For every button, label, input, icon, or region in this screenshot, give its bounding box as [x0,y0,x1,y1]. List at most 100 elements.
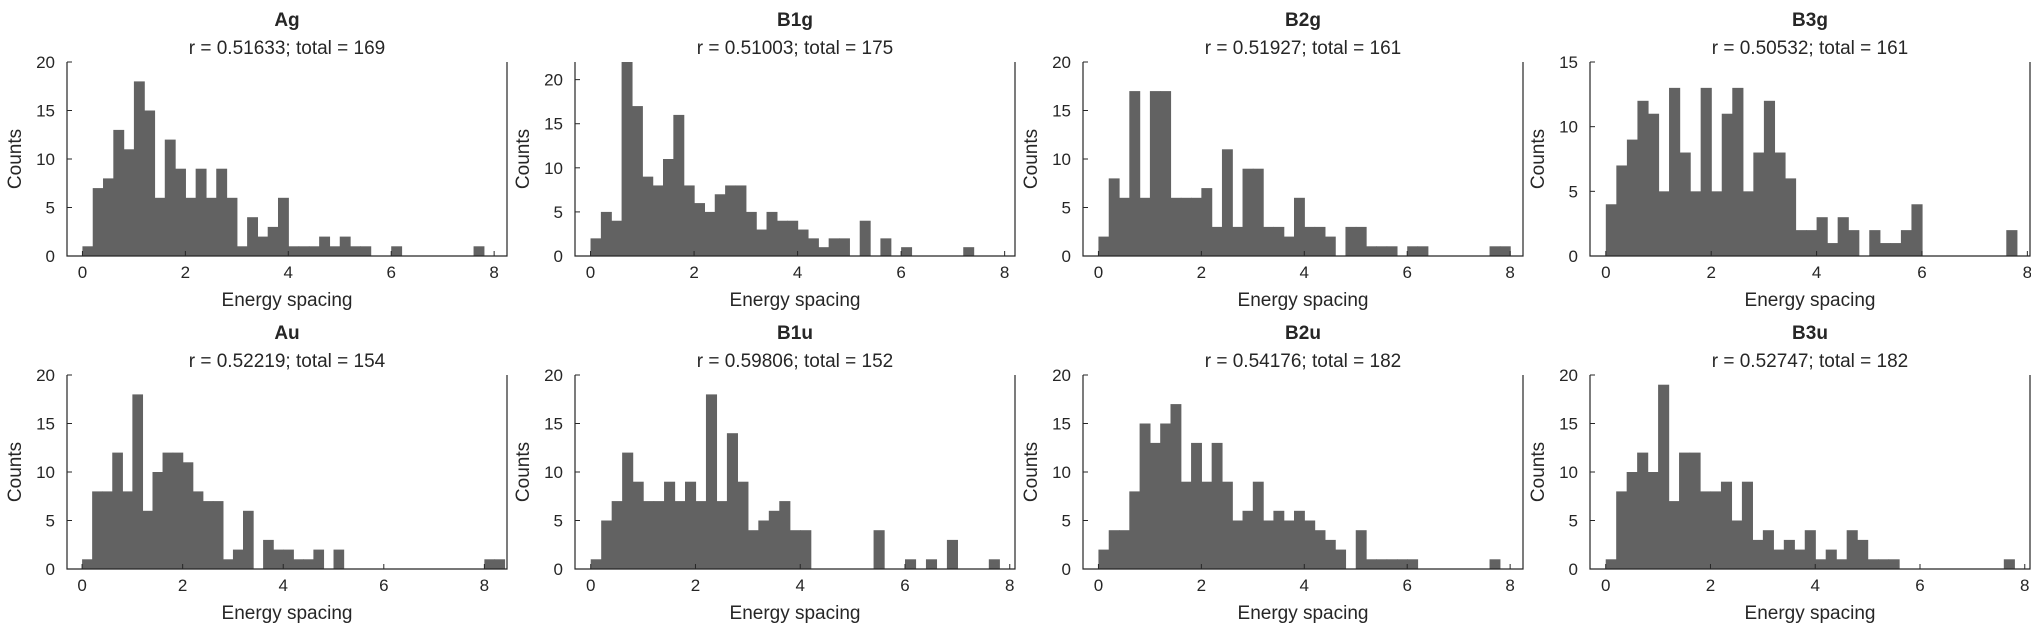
x-tick-label: 6 [900,576,909,595]
histogram-bar [685,481,697,569]
x-tick-label: 6 [1402,576,1411,595]
histogram-bar [779,501,791,569]
histogram-panel-b2g: 0 2 4 6 8 0 5 10 15 20 B2g r = 0.51927; total = 161… [1021,10,1524,311]
histogram-bar [1700,491,1712,569]
x-tick-label: 8 [1505,576,1514,595]
histogram-bar [164,139,176,256]
y-tick-label: 10 [36,150,55,169]
histogram-bar [621,62,633,256]
histogram-bar [1293,510,1305,569]
panel-title: Ag [274,10,299,31]
panel-title: B1g [777,10,813,31]
histogram-bar [1160,423,1172,569]
histogram-bar [1857,539,1869,569]
histogram-bar [243,510,254,569]
x-tick-label: 0 [1094,576,1103,595]
histogram-bar [1658,191,1670,256]
panel-subtitle: r = 0.54176; total = 182 [1205,351,1402,372]
histogram-bar [1273,510,1285,569]
histogram-bar [787,220,799,256]
histogram-bar [631,106,643,256]
histogram-bar [1689,452,1701,569]
y-axis-label: Counts [5,442,26,502]
histogram-bar [652,185,664,256]
histogram-bar [226,197,238,256]
histogram-bar [1605,204,1617,256]
x-tick-label: 2 [1706,576,1715,595]
histogram-bar [142,510,154,569]
histogram-bar [1366,559,1377,569]
histogram-bar [726,433,738,569]
histogram-bar [1314,226,1326,256]
histogram-bar [663,159,674,256]
histogram-bar [905,559,917,569]
histogram-bar [673,114,685,256]
y-tick-label: 5 [1569,182,1578,201]
y-tick-label: 5 [554,512,563,531]
histogram-bar [756,229,768,256]
x-tick-label: 8 [480,576,489,595]
histogram-bar [1211,226,1223,256]
histogram-bar [797,229,809,256]
y-axis-label: Counts [5,129,26,189]
panel-subtitle: r = 0.51003; total = 175 [697,38,894,59]
histogram-bar [1098,549,1110,569]
y-axis-label: Counts [1021,442,1042,502]
histogram-bar [653,501,665,569]
y-tick-label: 10 [1052,150,1071,169]
histogram-bar [695,501,707,569]
panel-title: B3u [1792,323,1828,344]
histogram-bar [1647,113,1660,256]
y-tick-label: 15 [1559,415,1578,434]
histogram-bar [1283,236,1295,256]
panel-subtitle: r = 0.51633; total = 169 [189,38,386,59]
histogram-bar [1170,404,1182,569]
histogram-bar [257,236,269,256]
histogram-bar [1129,491,1141,569]
histogram-bar [1386,559,1398,569]
x-tick-label: 8 [2023,263,2031,282]
y-tick-label: 10 [1559,118,1578,137]
y-axis-label: Counts [513,129,534,189]
histogram-bar [1710,491,1722,569]
histogram-bar [350,246,361,256]
panel-title: Au [274,323,299,344]
histogram-bar [946,539,958,569]
y-tick-label: 0 [1569,560,1578,579]
histogram-bar [1149,91,1161,256]
histogram-bar [1129,91,1141,256]
histogram-bar [113,129,125,256]
x-axis-label: Energy spacing [730,290,861,311]
histogram-bar [1846,530,1858,569]
panel-subtitle: r = 0.52219; total = 154 [189,351,386,372]
histogram-bar [789,530,801,569]
histogram-bar [1888,559,1900,569]
histogram-bar [152,472,164,569]
histogram-bar [1149,442,1161,569]
histogram-bar [1407,559,1419,569]
histogram-bar [1762,530,1774,569]
histogram-bar [1304,226,1316,256]
histogram-bar [1721,113,1733,256]
histogram-bar [1700,87,1712,257]
x-tick-label: 6 [1917,263,1926,282]
histogram-bar [1668,501,1680,569]
histogram-bar [303,559,314,569]
y-tick-label: 0 [554,247,563,266]
histogram-bar [611,501,623,569]
histogram-bar [103,178,114,256]
histogram-bar [1160,91,1172,256]
histogram-bar [704,211,716,256]
histogram-bar [1795,230,1807,256]
x-axis-label: Energy spacing [730,603,861,624]
x-tick-label: 2 [178,576,187,595]
histogram-bar [694,203,706,256]
histogram-bar [1376,559,1388,569]
histogram-bar [1616,491,1628,569]
histogram-bar [1191,197,1202,256]
histogram-bar [1355,226,1367,256]
x-tick-label: 6 [386,263,395,282]
x-tick-label: 6 [379,576,388,595]
histogram-bar [1890,243,1902,256]
histogram-bar [1242,510,1254,569]
